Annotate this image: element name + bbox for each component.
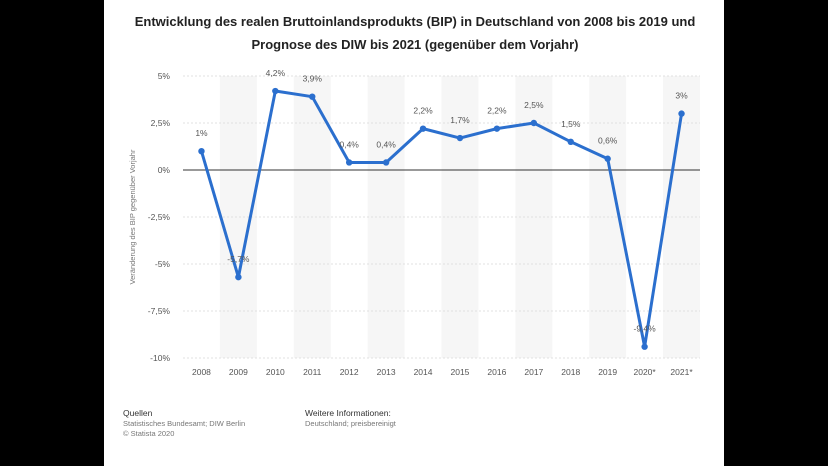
y-tick-label: 2,5% [151,118,171,128]
info-block: Weitere Informationen: Deutschland; prei… [305,408,396,429]
gridlines [183,75,700,359]
x-tick-label: 2016 [487,367,506,377]
data-label: -5,7% [227,254,250,264]
y-axis-title: Veränderung des BIP gegenüber Vorjahr [128,149,137,284]
sources-block: Quellen Statistisches Bundesamt; DIW Ber… [123,408,245,439]
data-point [198,148,205,155]
data-label: 3,9% [303,74,323,84]
data-label: 0,4% [339,139,359,149]
copyright-line: © Statista 2020 [123,429,175,438]
data-point [641,343,648,350]
y-axis-labels: 5% 2,5% 0% -2,5% -5% -7,5% -10% [148,71,171,363]
x-tick-label: 2018 [561,367,580,377]
x-tick-label: 2019 [598,367,617,377]
sources-line: Statistisches Bundesamt; DIW Berlin [123,419,246,428]
data-point [345,159,353,166]
x-tick-label: 2015 [451,367,470,377]
sources-heading: Quellen [123,408,153,418]
x-tick-label: 2008 [192,367,211,377]
x-tick-label: 2011 [303,367,322,377]
y-tick-label: 0% [158,165,171,175]
series-line [199,89,684,349]
info-line: Deutschland; preisbereinigt [305,419,396,428]
x-tick-label: 2021* [670,367,693,377]
data-label: 2,5% [524,100,544,110]
y-tick-label: -7,5% [148,306,171,316]
x-tick-label: 2009 [229,367,248,377]
x-tick-label: 2020* [633,367,656,377]
data-label: 2,2% [487,106,507,116]
data-point [419,125,427,132]
data-label: 1% [195,128,208,138]
data-label: 1,5% [561,119,581,129]
data-point [382,159,390,166]
data-point [493,125,501,132]
data-point [309,93,316,100]
x-axis-labels: 2008 2009 2010 2011 2012 2013 2014 2015 2016 2017… [192,367,693,377]
data-labels: 1% -5,7% 4,2% 3,9% 0,4% 0,4% 2,2% 1,7% 2,2% 2,5% 1… [195,68,688,334]
chart-title: Entwicklung des realen Bruttoinlandsprod… [134,14,696,52]
data-label: -9,4% [633,324,656,334]
data-point [530,119,538,127]
data-point [235,273,242,281]
y-tick-label: -10% [150,353,170,363]
data-label: 3% [675,91,688,101]
data-label: 2,2% [413,106,433,116]
data-point [604,155,611,162]
data-label: 0,4% [376,139,396,149]
data-point [456,134,464,142]
data-point [567,138,574,145]
info-heading: Weitere Informationen: [305,408,391,418]
x-tick-label: 2014 [414,367,433,377]
x-tick-label: 2010 [266,367,285,377]
x-tick-label: 2017 [524,367,543,377]
data-series [198,87,685,350]
data-label: 0,6% [598,136,618,146]
y-tick-label: -5% [155,259,171,269]
data-point [272,87,279,95]
y-tick-label: 5% [158,71,171,81]
y-tick-label: -2,5% [148,212,171,222]
x-tick-label: 2012 [340,367,359,377]
data-point [678,110,685,117]
column-band [367,76,405,358]
x-tick-label: 2013 [377,367,396,377]
data-label: 1,7% [450,115,470,125]
data-label: 4,2% [266,68,286,78]
